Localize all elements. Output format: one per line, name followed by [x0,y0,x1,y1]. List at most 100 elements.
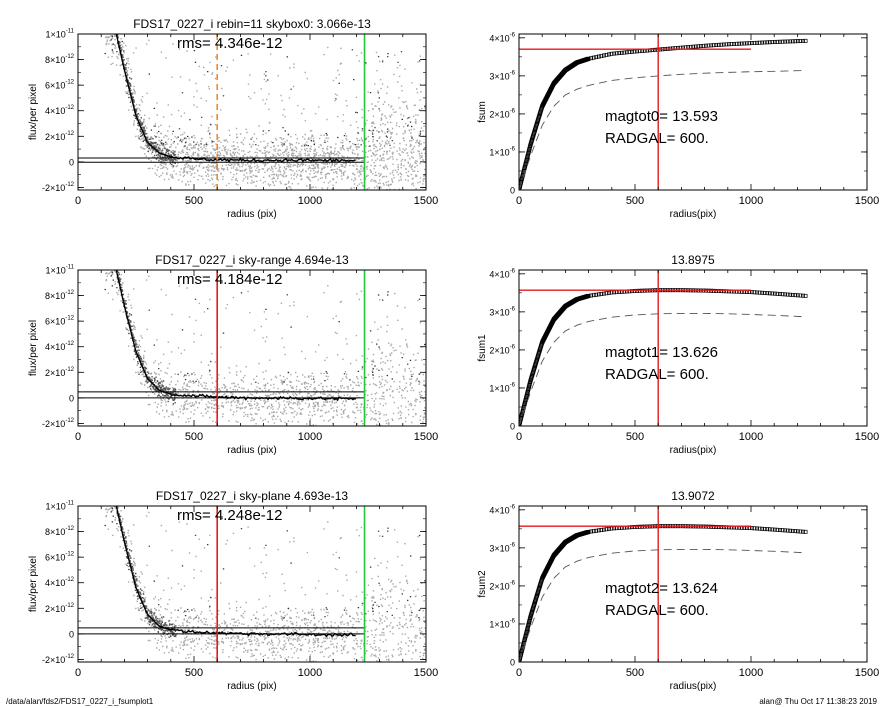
x-tick-label: 1000 [298,195,322,207]
square-marker [801,293,805,298]
dashed-growth-curve [519,312,806,426]
square-marker [778,528,782,532]
plot-area [78,34,426,190]
chart-title: FDS17_0227_i sky-range 4.694e-13 [155,253,349,267]
square-marker [601,527,606,532]
square-marker [716,42,721,47]
plot-frame [518,33,868,191]
square-marker-series [519,38,808,190]
square-marker [607,52,611,57]
y-tick-label: 0 [510,422,515,432]
chart-title: 13.8975 [671,253,715,267]
square-marker [767,40,772,45]
x-tick-label: 0 [75,195,81,207]
y-tick-label: 1×10-11 [45,29,74,40]
y-tick-label: 2×10-12 [45,131,75,142]
y-axis: 0 1×10-6 2×10-6 3×10-6 4×10-6 fsum [477,32,867,196]
square-marker [596,528,601,533]
square-marker [780,528,785,533]
square-marker [727,42,731,47]
square-marker [788,292,793,297]
footer-timestamp: alan@ Thu Oct 17 11:38:23 2019 [759,697,877,706]
square-marker [601,291,606,296]
square-marker [604,52,609,57]
square-marker [760,40,765,45]
square-marker [762,527,767,531]
plot-frame [518,505,868,663]
square-marker [701,43,706,48]
square-marker [591,529,596,534]
square-marker [607,290,611,295]
x-tick-label: 500 [626,667,644,679]
y-tick-label: 6×10-12 [45,316,75,327]
y-tick-label: -2×10-12 [42,418,75,429]
magnitude-annotation: magtot0= 13.593 RADGAL= 600. [605,108,718,147]
x-axis: 0 500 1000 1500 radius(pix) [516,506,879,692]
square-marker [793,293,798,298]
square-marker [785,528,790,533]
square-marker [778,39,782,44]
square-marker [670,46,675,51]
x-axis: 0 500 1000 1500 radius (pix) [75,270,438,456]
square-marker [798,293,803,298]
square-marker [732,42,737,46]
square-marker [757,526,762,531]
square-marker [798,39,803,43]
y-tick-label: 2×10-12 [45,603,75,614]
square-marker [770,40,775,45]
square-marker [632,289,637,293]
square-marker [803,529,808,534]
y-tick-label: 3×10-6 [489,306,515,317]
x-tick-label: 1500 [855,431,879,443]
plot-area [519,506,808,662]
square-marker [742,41,747,46]
square-marker [795,39,800,44]
scatter-core-points [116,34,177,167]
plot-area [519,270,808,426]
square-marker [772,527,777,532]
y-tick-label: 6×10-12 [45,552,75,563]
chart-panel-6: magtot2= 13.624 RADGAL= 600. 0 500 1000 1500 r… [477,489,879,692]
square-marker [589,529,594,534]
square-marker [624,50,629,55]
square-marker [734,41,739,46]
square-marker [752,526,757,531]
y-axis: -2×10-12 0 2×10-12 4×10-12 6×10-12 8×10-12 1×1… [28,29,426,193]
square-marker [716,289,721,293]
square-marker [757,40,762,45]
y-tick-label: 2×10-6 [489,344,515,355]
y-tick-label: 3×10-6 [489,542,515,553]
y-tick-label: 4×10-6 [489,32,515,43]
square-marker [767,527,772,532]
y-tick-label: 1×10-6 [489,382,515,393]
x-axis: 0 500 1000 1500 radius(pix) [516,34,879,220]
x-tick-label: 0 [516,667,522,679]
scatter-points-dark [104,507,426,619]
x-tick-label: 500 [626,195,644,207]
square-marker [693,44,698,49]
x-tick-label: 1000 [298,431,322,443]
square-marker [744,41,749,46]
y-tick-label: 6×10-12 [45,80,75,91]
x-tick-label: 1000 [298,667,322,679]
plot-frame [77,269,427,427]
x-tick-label: 500 [185,431,203,443]
square-marker [783,528,788,533]
square-marker [752,41,757,45]
square-marker [591,293,596,298]
square-marker [765,40,770,45]
x-axis-label: radius (pix) [227,209,276,220]
square-marker [803,38,808,43]
square-marker [762,40,767,45]
square-marker [793,529,798,534]
annotation-line-2: RADGAL= 600. [605,130,709,147]
y-axis: -2×10-12 0 2×10-12 4×10-12 6×10-12 8×10-12 1×1… [28,265,426,429]
square-marker [757,290,762,295]
y-tick-label: 1×10-11 [45,501,74,512]
square-marker [785,39,790,44]
chart-title: 13.9072 [671,489,715,503]
square-marker [729,42,734,47]
y-axis: 0 1×10-6 2×10-6 3×10-6 4×10-6 fsum1 [477,268,867,432]
square-marker [790,292,795,297]
